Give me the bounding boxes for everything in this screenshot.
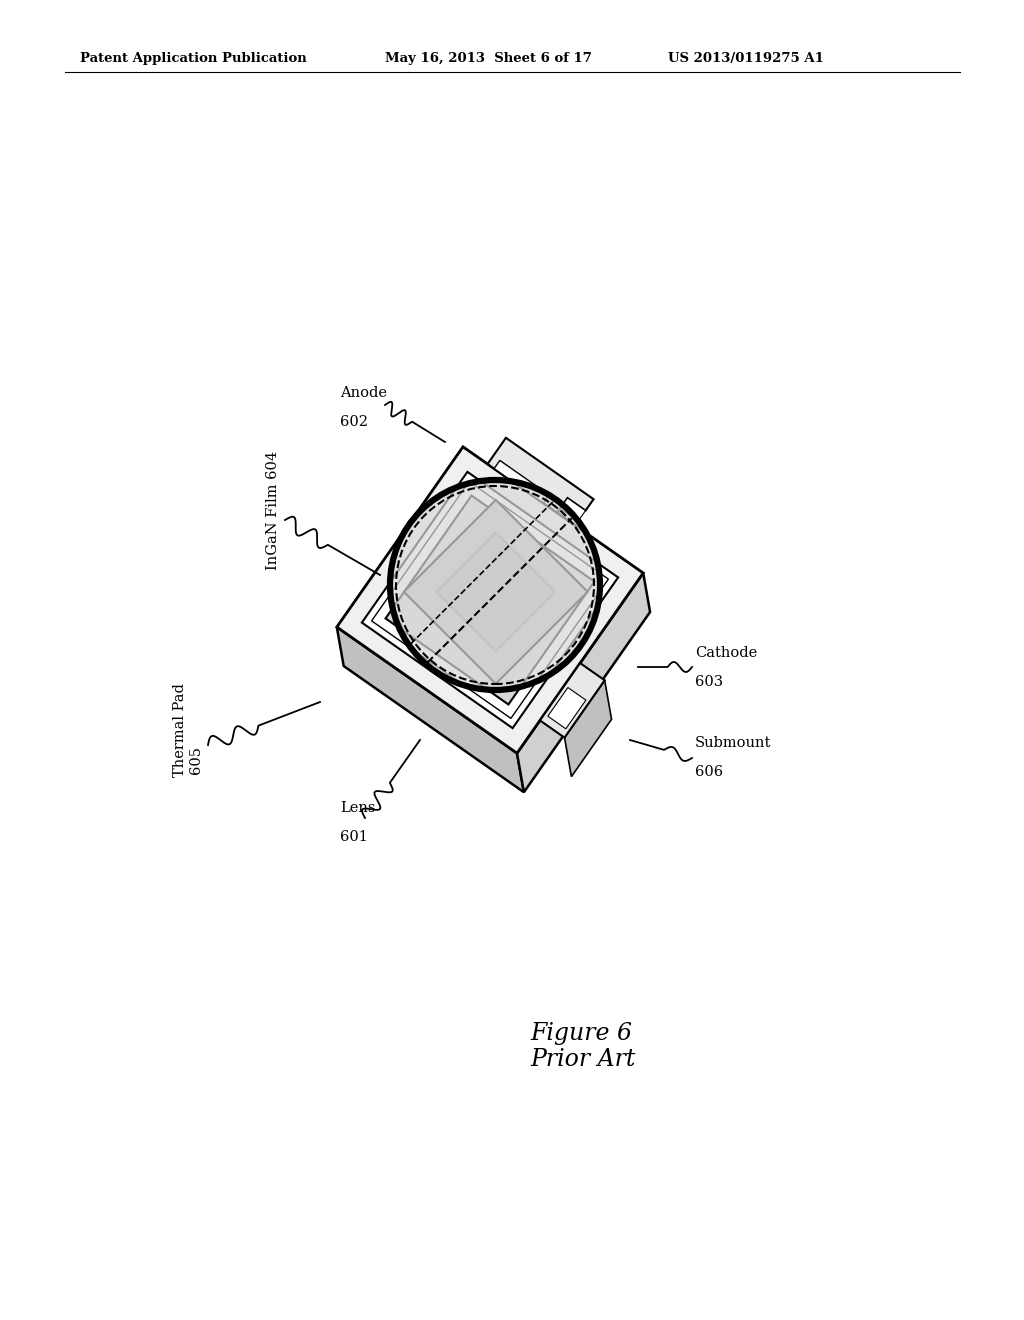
Polygon shape (361, 471, 618, 729)
Text: Figure 6: Figure 6 (530, 1022, 632, 1045)
Text: 602: 602 (340, 414, 368, 429)
Text: 603: 603 (695, 675, 723, 689)
Polygon shape (337, 446, 643, 754)
Text: May 16, 2013  Sheet 6 of 17: May 16, 2013 Sheet 6 of 17 (385, 51, 592, 65)
Polygon shape (372, 482, 608, 718)
Polygon shape (495, 461, 549, 503)
Text: Cathode: Cathode (695, 645, 758, 660)
Polygon shape (403, 500, 588, 684)
Text: Prior Art: Prior Art (530, 1048, 635, 1071)
Text: 606: 606 (695, 766, 723, 779)
Text: Submount: Submount (695, 737, 771, 750)
Text: InGaN Film 604: InGaN Film 604 (266, 450, 280, 569)
Text: 601: 601 (340, 830, 368, 843)
Polygon shape (564, 680, 611, 776)
Polygon shape (386, 495, 595, 705)
Polygon shape (548, 688, 586, 729)
Polygon shape (560, 498, 586, 521)
Text: Anode: Anode (340, 385, 387, 400)
Text: Patent Application Publication: Patent Application Publication (80, 51, 307, 65)
Polygon shape (487, 438, 594, 512)
Polygon shape (436, 532, 555, 651)
Text: US 2013/0119275 A1: US 2013/0119275 A1 (668, 51, 824, 65)
Polygon shape (517, 573, 650, 792)
Text: Lens: Lens (340, 801, 376, 814)
Polygon shape (540, 663, 605, 738)
Text: Thermal Pad: Thermal Pad (173, 682, 187, 777)
Circle shape (390, 480, 600, 690)
Polygon shape (337, 627, 524, 792)
Text: 605: 605 (189, 746, 203, 774)
